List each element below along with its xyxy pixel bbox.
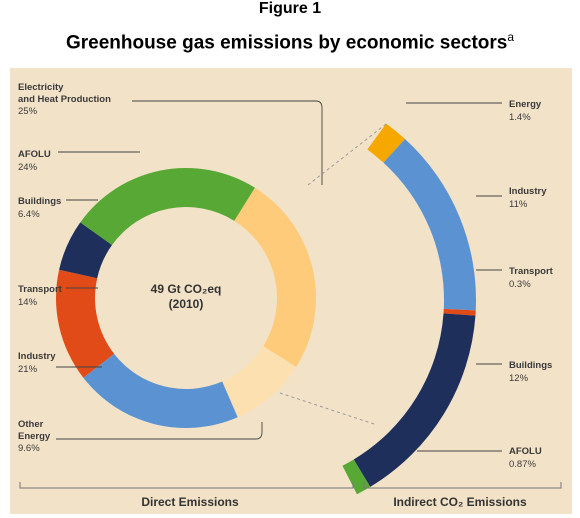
leader-other-energy <box>56 422 263 440</box>
label-electricity-line1: Electricity <box>18 82 64 93</box>
label-industry: Industry <box>18 351 56 362</box>
direct-slice-industry <box>83 353 238 429</box>
direct-slice-buildings <box>59 222 113 279</box>
label-ind-buildings: Buildings <box>509 360 552 371</box>
label-ind-industry: Industry <box>509 186 547 197</box>
figure-number: Figure 1 <box>258 0 322 17</box>
direct-bracket <box>19 482 354 489</box>
value-ind-afolu: 0.87% <box>509 459 536 470</box>
value-transport: 14% <box>18 297 38 308</box>
emissions-chart: 49 Gt CO₂eq (2010) Electricity and Heat … <box>18 82 562 509</box>
label-other-energy-line2: Energy <box>18 431 51 442</box>
leader-connector-bottom <box>279 392 375 425</box>
direct-emissions-ring <box>56 168 316 429</box>
center-sublabel: (2010) <box>169 297 204 311</box>
indirect-slice-afolu <box>342 459 371 495</box>
label-afolu: AFOLU <box>18 149 51 160</box>
label-ind-energy: Energy <box>509 99 542 110</box>
direct-slice-afolu <box>80 168 255 246</box>
direct-slice-other-energy <box>222 346 297 418</box>
value-buildings: 6.4% <box>18 209 40 220</box>
figure-title-text: Greenhouse gas emissions by economic sec… <box>65 32 508 54</box>
label-transport: Transport <box>18 284 63 295</box>
indirect-slice-buildings <box>353 313 476 487</box>
label-ind-transport: Transport <box>509 266 554 277</box>
indirect-slice-industry <box>383 139 476 311</box>
direct-slice-electricity-and-heat-production <box>234 187 316 367</box>
value-ind-buildings: 12% <box>509 373 529 384</box>
value-ind-transport: 0.3% <box>509 279 531 290</box>
label-buildings: Buildings <box>18 196 61 207</box>
leader-electricity <box>132 100 323 185</box>
indirect-footer-label: Indirect CO₂ Emissions <box>393 495 527 509</box>
center-label: 49 Gt CO₂eq <box>151 282 222 296</box>
figure-title: Greenhouse gas emissions by economic sec… <box>0 30 580 54</box>
direct-footer-label: Direct Emissions <box>141 495 239 509</box>
label-ind-afolu: AFOLU <box>509 446 542 457</box>
value-industry: 21% <box>18 364 38 375</box>
value-ind-industry: 11% <box>509 199 528 210</box>
direct-slice-transport <box>56 269 115 378</box>
value-ind-energy: 1.4% <box>509 112 531 123</box>
indirect-slice-transport <box>443 308 476 316</box>
value-afolu: 24% <box>18 162 38 173</box>
chart-panel: 49 Gt CO₂eq (2010) Electricity and Heat … <box>10 68 572 514</box>
leader-connector-top <box>307 123 387 186</box>
label-other-energy-line1: Other <box>18 419 44 430</box>
footnote-marker: a <box>507 30 515 44</box>
value-electricity: 25% <box>18 106 38 117</box>
value-other-energy: 9.6% <box>18 443 40 454</box>
indirect-emissions-ring <box>342 123 476 495</box>
leader-lines <box>56 100 502 452</box>
indirect-bracket <box>363 482 562 489</box>
label-electricity-line2: and Heat Production <box>18 94 111 105</box>
indirect-slice-energy <box>367 123 406 163</box>
